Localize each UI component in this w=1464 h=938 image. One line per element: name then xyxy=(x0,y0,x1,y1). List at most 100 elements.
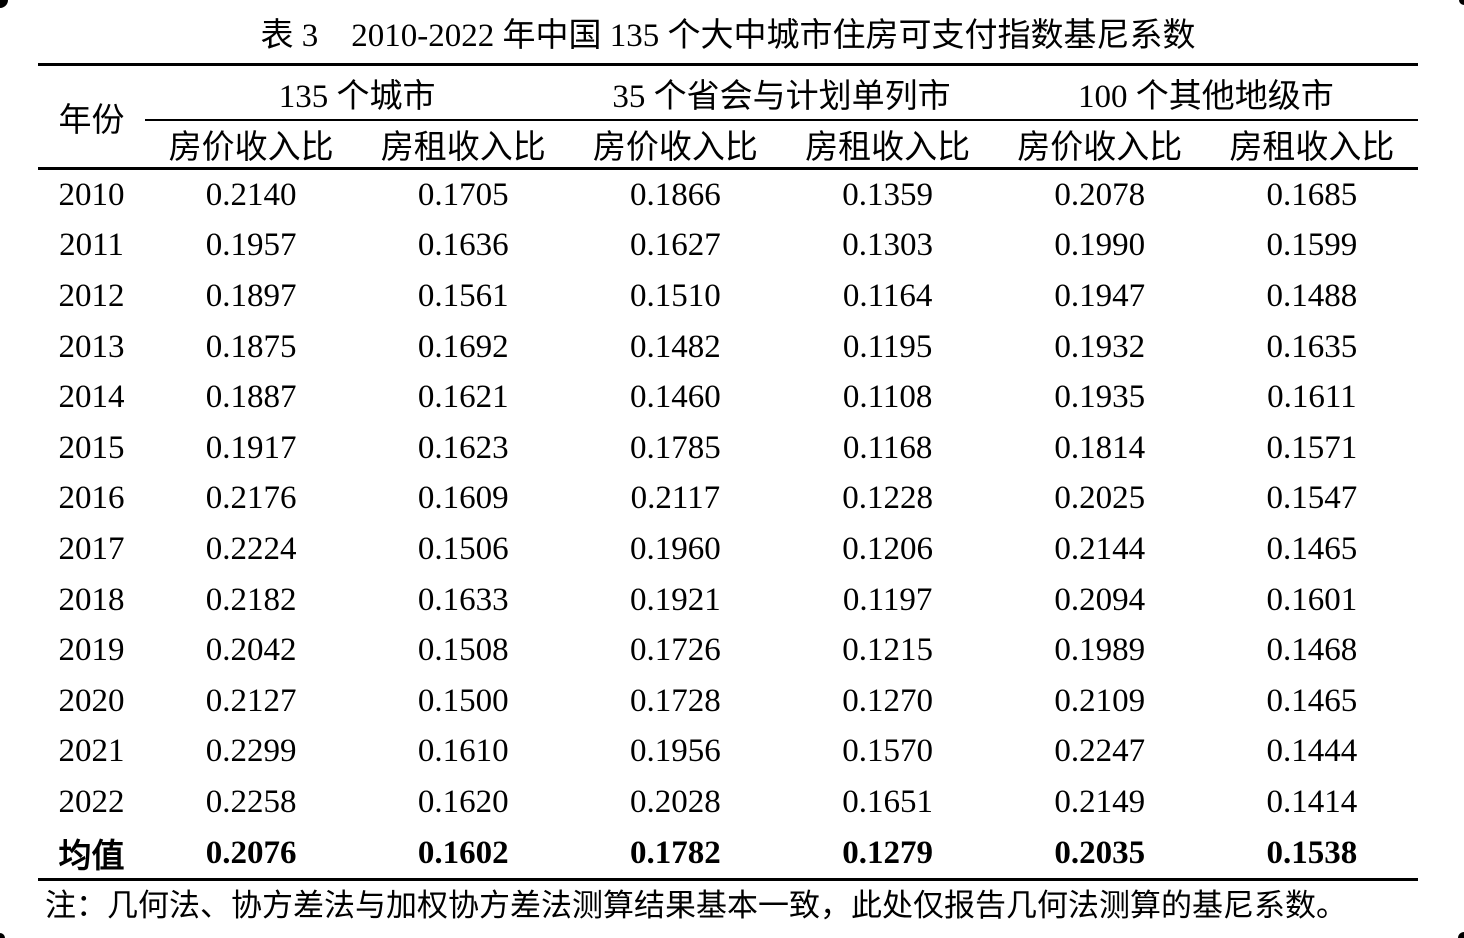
table-row: 2017 0.2224 0.1506 0.1960 0.1206 0.2144 … xyxy=(38,524,1418,575)
cell-value: 0.1195 xyxy=(842,328,933,365)
cell-value: 0.1956 xyxy=(630,733,721,770)
cell-value: 0.1782 xyxy=(630,834,721,871)
cell-value: 0.2224 xyxy=(205,530,297,567)
cell-value: 0.2299 xyxy=(205,733,297,770)
cell-value: 0.1500 xyxy=(417,682,509,719)
cell-value: 0.1875 xyxy=(205,328,297,365)
cell-value: 0.1726 xyxy=(630,632,721,669)
row-year: 2021 xyxy=(58,733,125,770)
table-row: 2021 0.2299 0.1610 0.1956 0.1570 0.2247 … xyxy=(38,727,1418,778)
cell-value: 0.1623 xyxy=(417,429,509,466)
cell-value: 0.1636 xyxy=(417,227,509,264)
cell-value: 0.2176 xyxy=(205,480,297,517)
cell-value: 0.1610 xyxy=(417,733,509,770)
table-row: 2018 0.2182 0.1633 0.1921 0.1197 0.2094 … xyxy=(38,575,1418,626)
header-sub-rent-income-2: 房租收入比 xyxy=(805,130,971,166)
gini-coefficient-table: 年份 135 个城市 35 个省会与计划单列市 100 个其他地级市 房价收入比… xyxy=(38,63,1418,882)
cell-value: 0.1651 xyxy=(842,783,933,820)
cell-value: 0.1164 xyxy=(842,277,933,314)
cell-value: 0.1917 xyxy=(205,429,297,466)
cell-value: 0.2094 xyxy=(1054,581,1146,618)
cell-value: 0.1635 xyxy=(1266,328,1358,365)
header-sub-price-income-1: 房价收入比 xyxy=(168,130,334,166)
scan-corner-artifact xyxy=(0,0,8,8)
cell-value: 0.1932 xyxy=(1054,328,1146,365)
cell-value: 0.2117 xyxy=(630,480,721,517)
cell-value: 0.1609 xyxy=(417,480,509,517)
cell-value: 0.1571 xyxy=(1266,429,1358,466)
cell-value: 0.2144 xyxy=(1054,530,1146,567)
table-row: 2010 0.2140 0.1705 0.1866 0.1359 0.2078 … xyxy=(38,170,1418,221)
cell-value: 0.1168 xyxy=(842,429,933,466)
cell-value: 0.1197 xyxy=(842,581,933,618)
cell-value: 0.1692 xyxy=(417,328,509,365)
table-body: 2010 0.2140 0.1705 0.1866 0.1359 0.2078 … xyxy=(38,170,1418,882)
cell-value: 0.1228 xyxy=(842,480,933,517)
table-row: 2013 0.1875 0.1692 0.1482 0.1195 0.1932 … xyxy=(38,322,1418,373)
cell-value: 0.1465 xyxy=(1266,682,1358,719)
cell-value: 0.2035 xyxy=(1054,834,1146,871)
cell-value: 0.1611 xyxy=(1267,379,1357,416)
cell-value: 0.1627 xyxy=(630,227,721,264)
cell-value: 0.1990 xyxy=(1054,227,1146,264)
cell-value: 0.1270 xyxy=(842,682,933,719)
cell-value: 0.2247 xyxy=(1054,733,1146,770)
cell-value: 0.1570 xyxy=(842,733,933,770)
cell-value: 0.1633 xyxy=(417,581,509,618)
row-year: 2013 xyxy=(58,328,125,365)
cell-value: 0.2182 xyxy=(205,581,297,618)
table-row: 2020 0.2127 0.1500 0.1728 0.1270 0.2109 … xyxy=(38,676,1418,727)
cell-value: 0.1728 xyxy=(630,682,721,719)
cell-value: 0.1887 xyxy=(205,379,297,416)
cell-value: 0.1705 xyxy=(417,176,509,213)
cell-value: 0.2109 xyxy=(1054,682,1146,719)
header-sub-price-income-3: 房价收入比 xyxy=(1017,130,1183,166)
cell-value: 0.1561 xyxy=(417,277,509,314)
cell-value: 0.2076 xyxy=(205,834,297,871)
cell-value: 0.1947 xyxy=(1054,277,1146,314)
cell-value: 0.1620 xyxy=(417,783,509,820)
row-year: 2018 xyxy=(58,581,125,618)
row-year: 2011 xyxy=(59,227,124,264)
table-row: 2019 0.2042 0.1508 0.1726 0.1215 0.1989 … xyxy=(38,625,1418,676)
cell-value: 0.1957 xyxy=(205,227,297,264)
cell-value: 0.2127 xyxy=(205,682,297,719)
header-group-35-capitals: 35 个省会与计划单列市 xyxy=(569,66,994,121)
cell-value: 0.1602 xyxy=(417,834,509,871)
cell-value: 0.1510 xyxy=(630,277,721,314)
cell-value: 0.2140 xyxy=(205,176,297,213)
row-year: 2020 xyxy=(58,682,125,719)
table-title: 表 3 2010-2022 年中国 135 个大中城市住房可支付指数基尼系数 xyxy=(260,18,1196,54)
table-note: 注：几何法、协方差法与加权协方差法测算结果基本一致，此处仅报告几何法测算的基尼系… xyxy=(45,888,1347,923)
header-group-135-cities: 135 个城市 xyxy=(145,66,570,121)
header-group-100-prefecture: 100 个其他地级市 xyxy=(993,66,1418,121)
cell-value: 0.1621 xyxy=(417,379,509,416)
row-year: 2015 xyxy=(58,429,125,466)
cell-value: 0.1547 xyxy=(1266,480,1358,517)
scan-corner-artifact xyxy=(0,933,5,938)
cell-value: 0.2042 xyxy=(205,632,297,669)
header-sub-price-income-2: 房价收入比 xyxy=(592,130,758,166)
cell-value: 0.1599 xyxy=(1266,227,1358,264)
table-row: 2015 0.1917 0.1623 0.1785 0.1168 0.1814 … xyxy=(38,423,1418,474)
cell-value: 0.1921 xyxy=(630,581,721,618)
cell-value: 0.1215 xyxy=(842,632,933,669)
cell-value: 0.1465 xyxy=(1266,530,1358,567)
cell-value: 0.2025 xyxy=(1054,480,1146,517)
cell-value: 0.1960 xyxy=(630,530,721,567)
row-year: 均值 xyxy=(58,839,125,876)
cell-value: 0.1897 xyxy=(205,277,297,314)
cell-value: 0.1468 xyxy=(1266,632,1358,669)
cell-value: 0.1482 xyxy=(630,328,721,365)
cell-value: 0.1506 xyxy=(417,530,509,567)
cell-value: 0.1508 xyxy=(417,632,509,669)
row-year: 2014 xyxy=(58,379,125,416)
cell-value: 0.2078 xyxy=(1054,176,1146,213)
table-header: 年份 135 个城市 35 个省会与计划单列市 100 个其他地级市 房价收入比… xyxy=(38,63,1418,170)
row-year: 2012 xyxy=(58,277,125,314)
cell-value: 0.1460 xyxy=(630,379,721,416)
row-year: 2010 xyxy=(58,176,125,213)
cell-value: 0.1935 xyxy=(1054,379,1146,416)
table-row: 2016 0.2176 0.1609 0.2117 0.1228 0.2025 … xyxy=(38,474,1418,525)
